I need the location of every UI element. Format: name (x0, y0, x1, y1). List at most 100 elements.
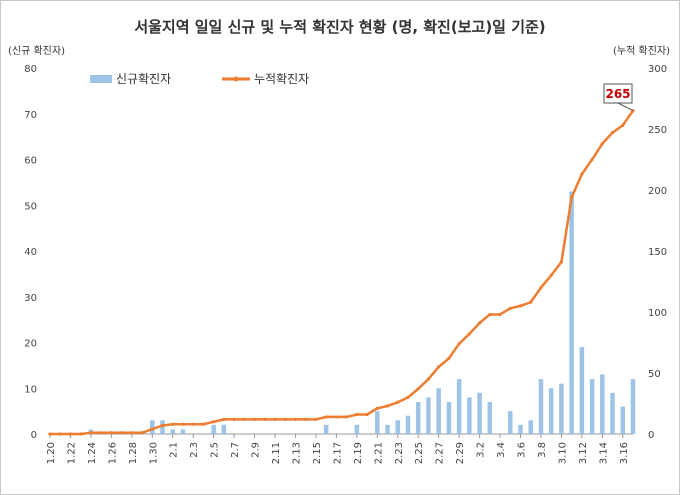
line-point (539, 286, 543, 290)
bar-new-cases (446, 401, 452, 434)
x-tick-label: 1.22 (66, 442, 77, 464)
line-point (549, 273, 553, 277)
x-tick-label: 3.2 (476, 442, 487, 458)
right-y-tick-label: 50 (648, 369, 661, 380)
bar-new-cases (426, 397, 431, 434)
bar-new-cases (528, 420, 533, 434)
line-point (99, 431, 103, 435)
bar-new-cases (579, 347, 585, 434)
bar-new-cases (630, 379, 636, 434)
left-y-tick-label: 10 (24, 384, 37, 395)
bar-new-cases (385, 424, 390, 434)
x-tick-label: 2.5 (210, 442, 221, 458)
callout-leader-line (617, 102, 634, 112)
line-point (385, 404, 390, 408)
line-point (252, 417, 257, 421)
x-tick-label: 2.25 (414, 442, 425, 464)
right-y-tick-label: 150 (648, 247, 667, 258)
x-tick-label: 2.21 (373, 442, 384, 464)
line-point (130, 431, 134, 435)
x-tick-label: 2.19 (353, 442, 364, 464)
line-point (68, 432, 73, 436)
bar-new-cases (518, 424, 523, 434)
x-tick-label: 2.7 (230, 442, 241, 458)
line-point (447, 356, 451, 360)
line-point (293, 417, 298, 421)
line-point (160, 423, 165, 428)
legend-swatch-new-cases (90, 75, 112, 83)
line-point (467, 332, 471, 336)
bar-new-cases (620, 406, 626, 434)
line-point (232, 417, 236, 421)
line-point (48, 432, 52, 436)
bar-new-cases (150, 420, 155, 434)
line-point (273, 417, 277, 421)
line-point (304, 417, 308, 421)
left-y-tick-label: 0 (31, 430, 37, 441)
line-cumulative-cases (50, 109, 635, 436)
left-y-tick-label: 80 (24, 64, 37, 75)
right-axis-unit: (누적 확진자) (613, 46, 670, 57)
x-tick-label: 3.16 (619, 442, 630, 464)
x-tick-label: 2.11 (271, 442, 282, 464)
legend-label-new-cases: 신규확진자 (116, 72, 171, 86)
right-y-tick-label: 300 (648, 64, 667, 75)
bar-new-cases (354, 424, 360, 434)
bar-new-cases (467, 397, 472, 434)
left-y-tick-label: 40 (24, 247, 37, 258)
bar-new-cases (375, 411, 380, 434)
line-point (590, 157, 594, 162)
x-tick-label: 2.17 (332, 442, 343, 464)
line-point (324, 415, 328, 419)
bar-new-cases (508, 411, 513, 434)
x-tick-label: 3.14 (598, 442, 609, 464)
line-point (355, 412, 359, 417)
right-y-tick-label: 250 (648, 125, 667, 136)
line-point (314, 417, 318, 421)
x-tick-label: 2.15 (312, 442, 323, 464)
bar-new-cases (456, 379, 462, 434)
left-y-tick-label: 70 (24, 110, 37, 121)
bar-new-cases (323, 424, 329, 434)
bar-new-cases (395, 420, 401, 434)
line-point (212, 420, 216, 424)
x-tick-label: 1.24 (87, 442, 98, 464)
bar-new-cases (180, 429, 186, 434)
bar-new-cases (487, 401, 493, 434)
line-point (140, 431, 144, 435)
line-point (150, 427, 154, 431)
legend-label-cumulative: 누적확진자 (254, 72, 309, 86)
x-tick-label: 3.10 (557, 442, 568, 464)
line-point (365, 412, 369, 417)
bar-new-cases (415, 401, 421, 434)
chart-title: 서울지역 일일 신규 및 누적 확진자 현황 (명, 확진(보고)일 기준) (134, 18, 546, 36)
line-point (416, 387, 420, 391)
left-axis-unit: (신규 확진자) (8, 46, 65, 57)
x-tick-label: 2.23 (394, 442, 405, 464)
line-point (426, 377, 431, 381)
x-tick-label: 3.8 (537, 442, 548, 458)
x-tick-label: 1.20 (46, 442, 57, 464)
line-point (181, 422, 185, 426)
line-point (263, 417, 267, 421)
bars-group (88, 191, 636, 434)
x-tick-label: 2.29 (455, 442, 466, 464)
line-point (109, 431, 113, 435)
x-tick-label: 2.27 (435, 442, 446, 464)
line-point (508, 306, 512, 310)
bar-new-cases (610, 392, 615, 434)
line-point (406, 395, 410, 399)
bar-new-cases (405, 415, 411, 434)
line-point (488, 312, 492, 317)
bar-new-cases (548, 388, 554, 434)
line-point (283, 417, 287, 421)
line-point (58, 432, 62, 436)
x-tick-label: 2.9 (251, 442, 262, 458)
line-point (518, 304, 523, 308)
left-y-tick-label: 20 (24, 339, 37, 350)
bar-new-cases (160, 420, 165, 434)
line-point (345, 415, 349, 419)
bar-new-cases (589, 379, 595, 434)
